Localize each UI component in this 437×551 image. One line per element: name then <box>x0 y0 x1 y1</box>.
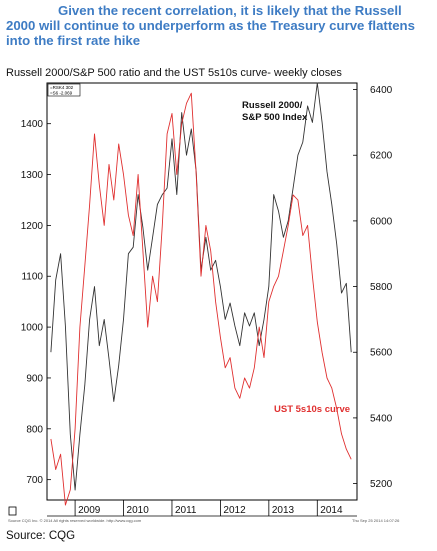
ust-label: UST 5s10s curve <box>274 404 350 415</box>
chart-subtitle: Russell 2000/S&P 500 ratio and the UST 5… <box>6 67 342 79</box>
x-tick-label: 2014 <box>320 505 343 516</box>
left-tick-label: 700 <box>26 475 43 486</box>
right-tick-label: 5200 <box>370 479 393 490</box>
left-tick-label: 1000 <box>21 323 44 334</box>
russell-label-line-1: Russell 2000/ <box>242 100 303 111</box>
right-tick-label: 5800 <box>370 282 393 293</box>
russell-ratio-line <box>50 82 352 491</box>
timestamp-note: Thu Sep 25 2014 14:07:26 <box>352 518 400 523</box>
right-tick-label: 5600 <box>370 348 393 359</box>
russell-label-line-2: S&P 500 Index <box>242 112 308 123</box>
value-box <box>47 83 81 97</box>
series-lines <box>50 82 352 506</box>
x-tick-label: 2009 <box>78 505 101 516</box>
value-box-line-1: =RSK4 302 <box>50 85 74 90</box>
corner-checkbox <box>8 506 17 516</box>
x-tick-label: 2011 <box>175 505 197 516</box>
left-tick-label: 1100 <box>21 272 43 283</box>
x-tick-label: 2013 <box>272 505 295 516</box>
source-note: Source: CQG <box>6 530 76 542</box>
left-tick-label: 800 <box>26 424 43 435</box>
x-axis: 2009 2010 2011 2012 2013 2014 <box>47 500 357 517</box>
value-box-line-2: =S6 -2.069 <box>50 91 73 96</box>
copyright-note: Source CQG Inc. © 2014 All rights reserv… <box>8 518 142 523</box>
right-axis: 5200 5400 5600 5800 6000 6200 6400 <box>353 85 393 490</box>
ust-5s10s-line <box>50 92 352 506</box>
left-tick-label: 1200 <box>21 221 44 232</box>
x-tick-label: 2012 <box>223 505 246 516</box>
right-tick-label: 6400 <box>370 85 393 96</box>
left-axis: 700 800 900 1000 1100 1200 1300 1400 <box>21 119 51 486</box>
left-tick-label: 900 <box>26 373 43 384</box>
x-tick-label: 2010 <box>127 505 150 516</box>
right-tick-label: 6000 <box>370 216 393 227</box>
plot-frame <box>46 82 358 501</box>
right-tick-label: 5400 <box>370 413 393 424</box>
left-tick-label: 1300 <box>21 170 44 181</box>
left-tick-label: 1400 <box>21 119 44 130</box>
right-tick-label: 6200 <box>370 151 393 162</box>
chart-headline: Given the recent correlation, it is like… <box>6 3 415 48</box>
